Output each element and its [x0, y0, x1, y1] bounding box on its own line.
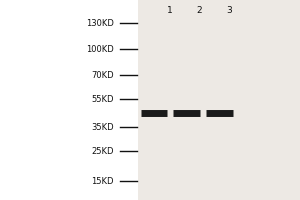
- Text: 25KD: 25KD: [92, 146, 114, 156]
- FancyBboxPatch shape: [138, 0, 300, 200]
- Text: 1: 1: [167, 6, 172, 15]
- Text: 70KD: 70KD: [92, 71, 114, 79]
- Text: 15KD: 15KD: [92, 176, 114, 186]
- Text: 55KD: 55KD: [92, 95, 114, 104]
- Text: 130KD: 130KD: [86, 19, 114, 27]
- Text: 100KD: 100KD: [86, 45, 114, 53]
- Text: 2: 2: [197, 6, 202, 15]
- Text: 3: 3: [226, 6, 232, 15]
- Text: 35KD: 35KD: [92, 122, 114, 132]
